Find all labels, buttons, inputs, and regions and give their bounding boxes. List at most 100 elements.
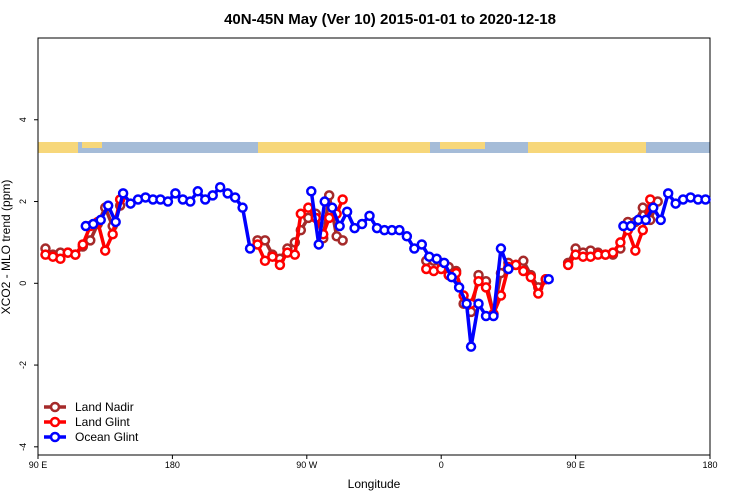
data-point	[313, 239, 324, 250]
legend-label: Ocean Glint	[75, 430, 139, 444]
data-point	[337, 235, 348, 246]
data-point	[125, 198, 136, 209]
legend-marker	[49, 416, 61, 428]
data-point	[341, 206, 353, 217]
data-point	[401, 231, 413, 242]
y-tick-label: 0	[18, 281, 28, 286]
data-point	[607, 247, 619, 258]
data-point	[533, 288, 544, 299]
data-point	[222, 188, 233, 199]
data-point	[364, 210, 375, 222]
data-point	[229, 192, 241, 203]
data-point	[495, 243, 507, 254]
data-point	[473, 298, 484, 309]
data-point	[102, 200, 114, 211]
data-point	[326, 202, 338, 213]
data-point	[438, 257, 450, 269]
data-point	[259, 235, 271, 246]
legend-label: Land Glint	[75, 415, 130, 429]
data-point	[77, 239, 89, 250]
data-point	[461, 298, 472, 309]
data-point	[525, 271, 537, 283]
land-ocean-strip	[38, 142, 710, 153]
data-point	[625, 220, 637, 232]
data-point	[648, 202, 659, 213]
data-point	[70, 249, 81, 260]
data-point	[214, 181, 226, 193]
data-point	[510, 259, 522, 271]
data-point	[170, 188, 181, 199]
data-point	[303, 202, 314, 213]
data-point	[295, 208, 307, 220]
series-line	[309, 191, 511, 349]
data-point	[252, 239, 263, 250]
data-point	[637, 202, 649, 213]
y-tick-label: -4	[18, 443, 28, 451]
data-point	[518, 265, 529, 277]
data-point	[394, 224, 405, 236]
x-axis-label: Longitude	[348, 477, 401, 491]
data-point	[615, 237, 626, 248]
data-point	[409, 243, 420, 254]
data-point	[645, 194, 656, 205]
data-point	[192, 186, 204, 197]
data-point	[274, 259, 286, 271]
x-tick-label: 90 E	[29, 460, 48, 470]
data-point	[334, 220, 345, 232]
data-point	[267, 251, 278, 262]
data-point	[289, 249, 301, 260]
data-point	[670, 198, 681, 209]
data-point	[356, 218, 368, 230]
data-point	[503, 263, 514, 275]
data-point	[110, 216, 121, 228]
legend-marker	[49, 401, 61, 413]
data-point	[431, 253, 442, 265]
data-point	[453, 282, 465, 293]
data-point	[323, 212, 335, 224]
data-point	[185, 196, 196, 207]
plot-frame	[37, 37, 711, 456]
land-band	[440, 142, 485, 149]
data-point	[662, 188, 674, 199]
data-point	[630, 245, 641, 256]
data-point	[244, 243, 256, 254]
chart-title: 40N-45N May (Ver 10) 2015-01-01 to 2020-…	[224, 11, 556, 28]
data-point	[107, 228, 118, 240]
data-point	[480, 282, 492, 293]
data-point	[562, 259, 574, 271]
data-point	[543, 273, 554, 285]
data-point	[518, 255, 529, 267]
data-point	[495, 290, 507, 301]
data-point	[200, 194, 211, 205]
legend-label: Land Nadir	[75, 400, 134, 414]
y-tick-label: 2	[18, 199, 28, 204]
data-point	[55, 253, 66, 265]
data-point	[465, 341, 477, 352]
x-tick-label: 180	[165, 460, 180, 470]
data-point	[162, 196, 174, 207]
x-tick-label: 90 W	[296, 460, 318, 470]
data-point	[473, 276, 484, 287]
land-band	[82, 142, 102, 148]
data-point	[637, 224, 649, 236]
data-point	[88, 218, 99, 230]
y-tick-label: -2	[18, 361, 28, 369]
data-point	[207, 190, 218, 201]
land-band	[38, 142, 78, 153]
land-band	[258, 142, 430, 153]
data-point	[416, 239, 428, 250]
y-axis-label: XCO2 - MLO trend (ppm)	[0, 180, 13, 315]
data-point	[640, 214, 652, 226]
data-point	[700, 194, 711, 205]
data-point	[319, 196, 330, 207]
x-tick-label: 0	[439, 460, 444, 470]
data-point	[259, 255, 271, 267]
data-point	[488, 310, 499, 322]
legend-marker	[49, 431, 61, 443]
x-tick-label: 90 E	[566, 460, 585, 470]
data-point	[306, 186, 317, 197]
data-point	[655, 214, 666, 226]
data-point	[117, 188, 129, 199]
